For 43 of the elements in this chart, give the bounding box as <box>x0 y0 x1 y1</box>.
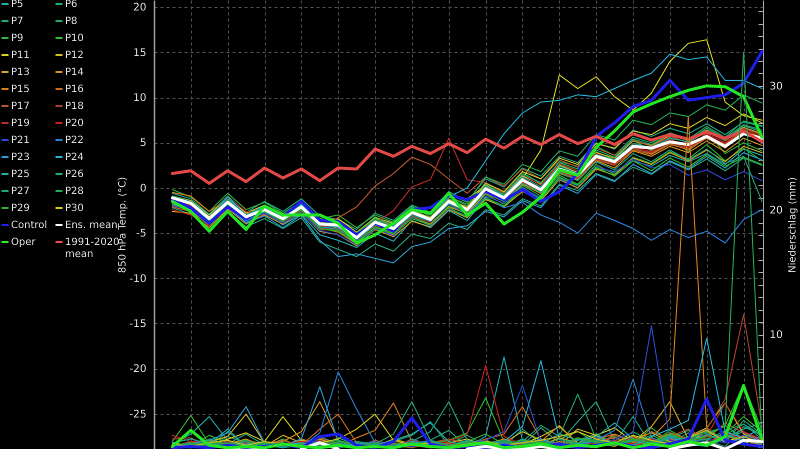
y-tick-label: 0 <box>140 182 146 194</box>
legend-label: P23 <box>11 152 30 163</box>
legend-label: Ens. mean <box>65 220 118 231</box>
legend-label: P10 <box>65 33 84 44</box>
legend-label: P24 <box>65 152 84 163</box>
legend-label: P12 <box>65 50 84 61</box>
y-tick-label: 15 <box>133 46 146 59</box>
legend-label: Oper <box>11 237 36 248</box>
legend-label: P30 <box>65 203 84 214</box>
legend-label: P25 <box>11 169 30 180</box>
y-tick-label: -10 <box>129 272 146 285</box>
legend-label: P16 <box>65 84 84 95</box>
legend-label: P9 <box>11 33 24 44</box>
legend-label: P22 <box>65 135 84 146</box>
legend-label: Control <box>11 220 48 231</box>
legend-label: P8 <box>65 16 78 27</box>
y-tick-label: -5 <box>136 228 146 240</box>
legend-label: P26 <box>65 169 84 180</box>
legend-label: P19 <box>11 118 30 129</box>
y-tick-label: -25 <box>129 408 146 420</box>
y-tick-label: -20 <box>129 363 146 376</box>
legend-label: P17 <box>11 101 30 112</box>
y-tick-label: -15 <box>129 318 146 330</box>
legend-label: P29 <box>11 203 30 214</box>
legend-label: P7 <box>11 16 24 27</box>
legend-label: P15 <box>11 84 30 95</box>
legend-label: P28 <box>65 186 84 197</box>
legend-label: P21 <box>11 135 30 146</box>
legend-label: P18 <box>65 101 84 112</box>
legend-label: P27 <box>11 186 30 197</box>
y-tick-label: 20 <box>133 2 146 14</box>
y2-tick-label: 30 <box>770 80 783 92</box>
y2-tick-label: 20 <box>770 204 783 217</box>
y2-tick-label: 10 <box>770 329 783 342</box>
y-tick-label: 10 <box>133 92 146 104</box>
legend-label: P11 <box>11 50 30 61</box>
legend-label: P20 <box>65 118 84 129</box>
y-tick-label: 5 <box>140 137 146 150</box>
y2-axis-title: Niederschlag (mm) <box>788 177 798 273</box>
y-axis-title: 850 hPa Temp. (°C) <box>118 176 128 274</box>
legend-label: P5 <box>11 0 24 10</box>
legend-label: P14 <box>65 67 84 78</box>
legend-label: P13 <box>11 67 30 78</box>
